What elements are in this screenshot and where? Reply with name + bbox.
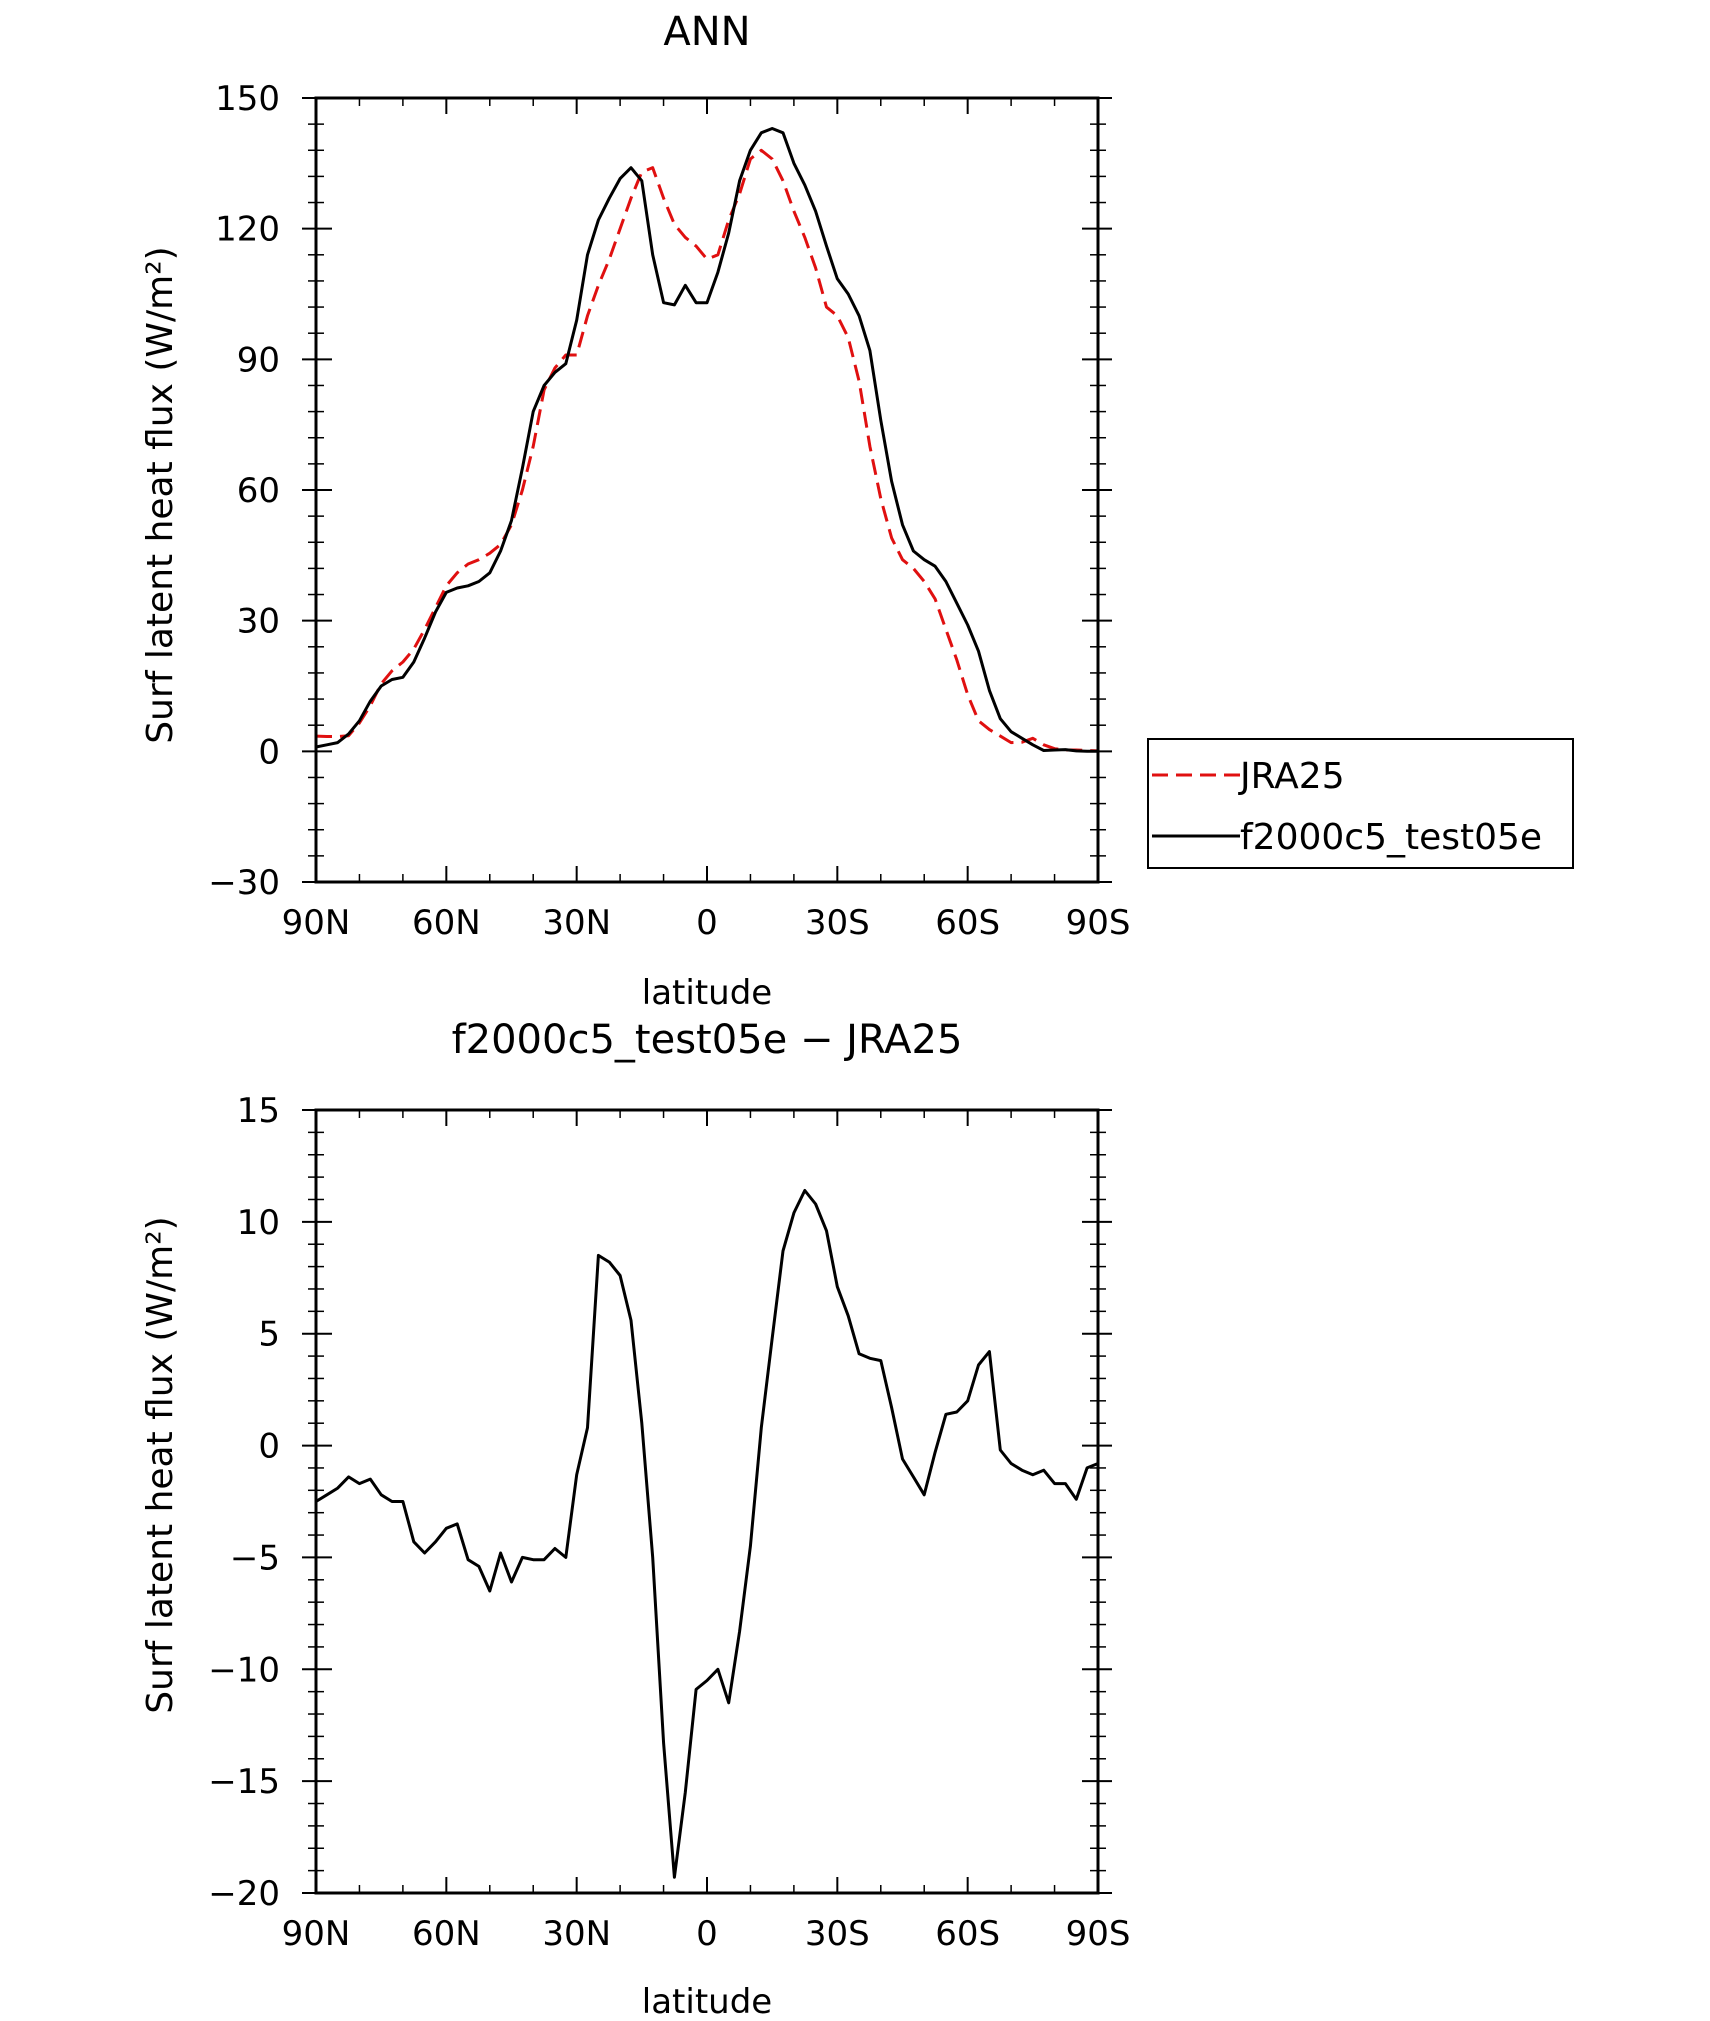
bottom-x-tick-label: 30N: [542, 1914, 611, 1954]
bottom-y-tick-label: 5: [258, 1315, 280, 1355]
bottom-y-tick-label: −10: [208, 1650, 280, 1690]
top-x-tick-label: 0: [696, 903, 718, 943]
bottom-y-axis-label: Surf latent heat flux (W/m²): [140, 1216, 181, 1713]
top-series-layer: [315, 127, 1099, 753]
top-x-tick-label: 90N: [282, 903, 351, 943]
bottom-y-tick-label: 10: [237, 1203, 280, 1243]
top-y-tick-label: 150: [215, 79, 280, 119]
bottom-series-layer: [315, 1189, 1099, 1879]
bottom-tick-labels: 90N 60N 30N 0 30S 60S 90S −20 −15 −10 −5 0 5 10 15: [208, 1091, 1130, 1954]
legend-label-jra25: JRA25: [1238, 756, 1345, 797]
bottom-y-tick-label: −20: [208, 1874, 280, 1914]
top-x-tick-label: 90S: [1066, 903, 1131, 943]
bottom-x-tick-label: 0: [696, 1914, 718, 1954]
bottom-chart-title: f2000c5_test05e − JRA25: [452, 1017, 963, 1063]
bottom-y-tick-label: 15: [237, 1091, 280, 1131]
bottom-panel: f2000c5_test05e − JRA25 Surf latent heat…: [140, 1017, 1130, 2021]
top-y-axis-label: Surf latent heat flux (W/m²): [140, 246, 181, 743]
top-plot-frame: [314, 96, 1100, 884]
legend-box: [1147, 738, 1574, 869]
bottom-y-tick-label: 0: [258, 1427, 280, 1467]
top-x-tick-label: 30N: [542, 903, 611, 943]
top-series-line-f2000c5-test05e: [315, 127, 1098, 753]
top-y-tick-label: 60: [237, 471, 280, 511]
bottom-x-tick-label: 90S: [1066, 1914, 1131, 1954]
bottom-x-axis-label: latitude: [642, 1982, 772, 2021]
top-x-tick-label: 30S: [805, 903, 870, 943]
top-x-axis-label: latitude: [642, 973, 772, 1013]
bottom-y-tick-label: −15: [208, 1762, 280, 1802]
bottom-grid-ticks: [302, 1109, 1112, 1894]
top-y-tick-label: 90: [237, 340, 280, 380]
top-tick-labels: 90N 60N 30N 0 30S 60S 90S −30 0 30 60 90 120 150: [208, 79, 1130, 943]
top-x-tick-label: 60N: [412, 903, 481, 943]
top-y-tick-label: −30: [208, 863, 280, 903]
top-y-tick-label: 30: [237, 602, 280, 642]
bottom-plot-frame: [314, 1108, 1100, 1895]
top-grid-ticks: [302, 97, 1112, 883]
top-x-tick-label: 60S: [935, 903, 1000, 943]
bottom-series-line-0: [315, 1189, 1099, 1879]
bottom-x-tick-label: 60S: [935, 1914, 1000, 1954]
bottom-x-tick-label: 30S: [805, 1914, 870, 1954]
legend-label-model: f2000c5_test05e: [1240, 817, 1542, 858]
top-chart-title: ANN: [663, 9, 750, 55]
legend: JRA25 f2000c5_test05e: [1147, 738, 1574, 869]
bottom-x-tick-label: 60N: [412, 1914, 481, 1954]
bottom-x-tick-label: 90N: [282, 1914, 351, 1954]
top-y-tick-label: 120: [215, 210, 280, 250]
top-panel: ANN Surf latent heat flux (W/m²) latitud…: [140, 9, 1130, 1013]
bottom-y-tick-label: −5: [230, 1538, 280, 1578]
top-y-tick-label: 0: [258, 732, 280, 772]
